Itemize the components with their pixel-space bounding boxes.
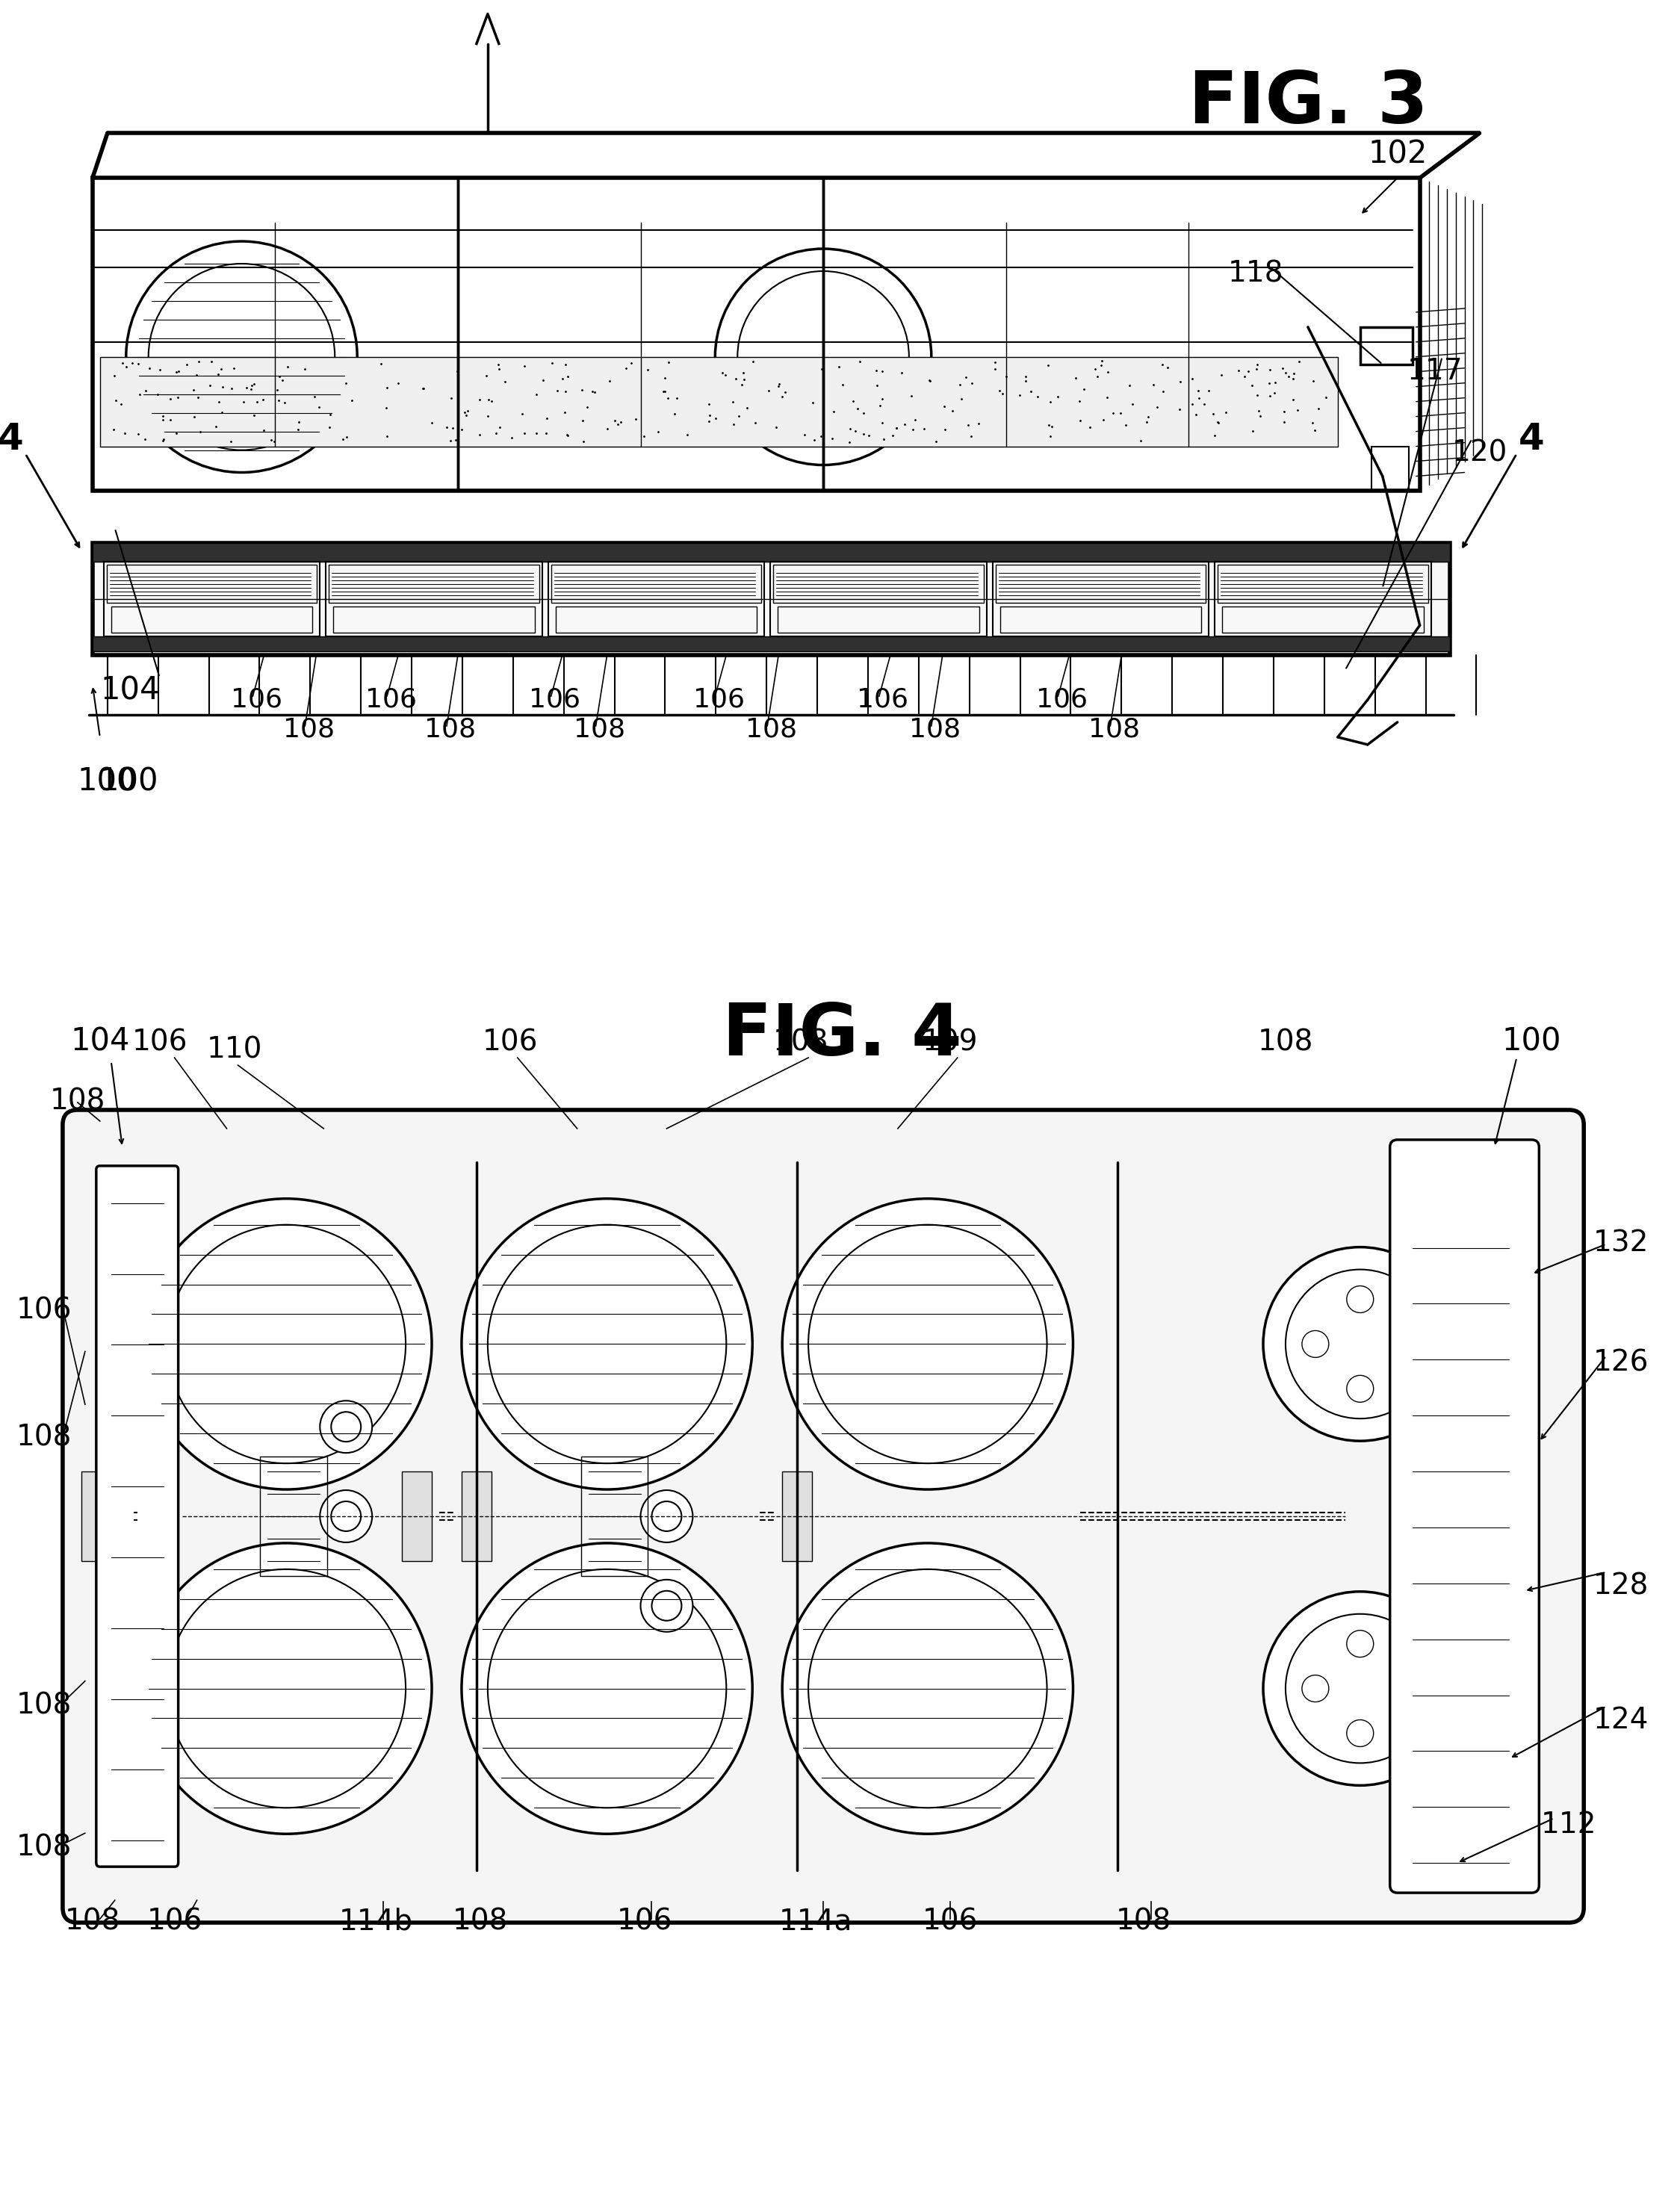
Text: 128: 128 <box>1593 1572 1648 1601</box>
Bar <box>402 1472 432 1561</box>
Bar <box>548 561 764 636</box>
Text: 120: 120 <box>1452 439 1507 467</box>
Bar <box>778 607 979 634</box>
Bar <box>111 607 312 634</box>
Text: 108: 108 <box>50 1088 106 1116</box>
Text: 108: 108 <box>773 1029 828 1057</box>
Bar <box>996 566 1206 603</box>
Text: 114a: 114a <box>780 1908 852 1936</box>
Text: 112: 112 <box>1541 1811 1596 1840</box>
Circle shape <box>783 1544 1074 1833</box>
Text: 108: 108 <box>746 717 796 743</box>
Bar <box>1000 607 1201 634</box>
Text: 126: 126 <box>1593 1349 1648 1377</box>
Bar <box>1215 561 1431 636</box>
Text: 106: 106 <box>131 1029 188 1057</box>
Text: 4: 4 <box>0 421 24 456</box>
Text: 104: 104 <box>101 675 160 706</box>
Bar <box>551 566 761 603</box>
Circle shape <box>319 1401 373 1454</box>
Bar <box>106 566 318 603</box>
Text: 108: 108 <box>17 1423 72 1452</box>
Text: 132: 132 <box>1593 1228 1648 1257</box>
Bar <box>92 544 1450 561</box>
Circle shape <box>141 1200 432 1489</box>
Bar <box>92 544 1450 656</box>
Bar <box>1361 327 1413 364</box>
Text: 106: 106 <box>922 1908 978 1936</box>
Text: 102: 102 <box>1368 138 1426 169</box>
Bar <box>104 561 319 636</box>
Text: 108: 108 <box>66 1908 121 1936</box>
FancyBboxPatch shape <box>1389 1140 1539 1893</box>
Text: 100: 100 <box>77 765 138 798</box>
Text: 108: 108 <box>425 717 475 743</box>
Text: 100: 100 <box>1502 1026 1561 1057</box>
Circle shape <box>640 1579 692 1632</box>
Bar <box>993 561 1208 636</box>
Bar <box>92 544 1450 561</box>
Bar <box>326 561 543 636</box>
Bar <box>1221 607 1423 634</box>
FancyBboxPatch shape <box>96 1167 178 1866</box>
Text: 114b: 114b <box>339 1908 413 1936</box>
Text: 108: 108 <box>1089 717 1139 743</box>
Bar <box>462 1472 492 1561</box>
Text: 100: 100 <box>99 765 158 798</box>
Text: 124: 124 <box>1593 1706 1648 1735</box>
Text: 106: 106 <box>482 1029 538 1057</box>
Circle shape <box>783 1200 1074 1489</box>
Bar <box>333 607 534 634</box>
Circle shape <box>1263 1592 1457 1785</box>
Bar <box>783 1472 811 1561</box>
Text: 106: 106 <box>1037 686 1087 713</box>
Bar <box>260 1456 328 1577</box>
Bar <box>1218 566 1428 603</box>
Circle shape <box>1263 1248 1457 1441</box>
Bar <box>101 357 1337 447</box>
Bar <box>581 1456 648 1577</box>
Bar <box>81 1472 111 1561</box>
Text: 108: 108 <box>282 717 334 743</box>
Text: 118: 118 <box>1228 261 1284 287</box>
Text: 109: 109 <box>922 1029 978 1057</box>
Text: 106: 106 <box>857 686 909 713</box>
Text: 106: 106 <box>230 686 282 713</box>
Text: 108: 108 <box>575 717 625 743</box>
Circle shape <box>319 1491 373 1542</box>
Text: 106: 106 <box>529 686 581 713</box>
Text: 106: 106 <box>617 1908 672 1936</box>
Bar <box>1371 447 1408 491</box>
Text: 106: 106 <box>365 686 417 713</box>
Bar <box>773 566 983 603</box>
Text: 108: 108 <box>17 1691 72 1719</box>
Text: 108: 108 <box>452 1908 507 1936</box>
Bar <box>92 636 1450 651</box>
Bar <box>329 566 539 603</box>
Text: FIG. 3: FIG. 3 <box>1188 68 1428 138</box>
Text: 4: 4 <box>1519 421 1544 456</box>
Circle shape <box>141 1544 432 1833</box>
Bar <box>92 178 1420 491</box>
FancyBboxPatch shape <box>62 1110 1584 1923</box>
Text: 108: 108 <box>909 717 961 743</box>
Circle shape <box>462 1544 753 1833</box>
Circle shape <box>462 1200 753 1489</box>
Text: 108: 108 <box>1258 1029 1314 1057</box>
Text: 104: 104 <box>71 1026 129 1057</box>
Text: 108: 108 <box>17 1833 72 1862</box>
Bar <box>771 561 986 636</box>
Bar <box>556 607 758 634</box>
Text: 106: 106 <box>146 1908 202 1936</box>
Circle shape <box>640 1491 692 1542</box>
Text: 106: 106 <box>17 1296 72 1325</box>
Text: 108: 108 <box>1116 1908 1171 1936</box>
Text: 110: 110 <box>207 1035 262 1064</box>
Text: FIG. 4: FIG. 4 <box>722 1000 961 1070</box>
Text: 106: 106 <box>694 686 744 713</box>
Text: 117: 117 <box>1406 357 1463 386</box>
